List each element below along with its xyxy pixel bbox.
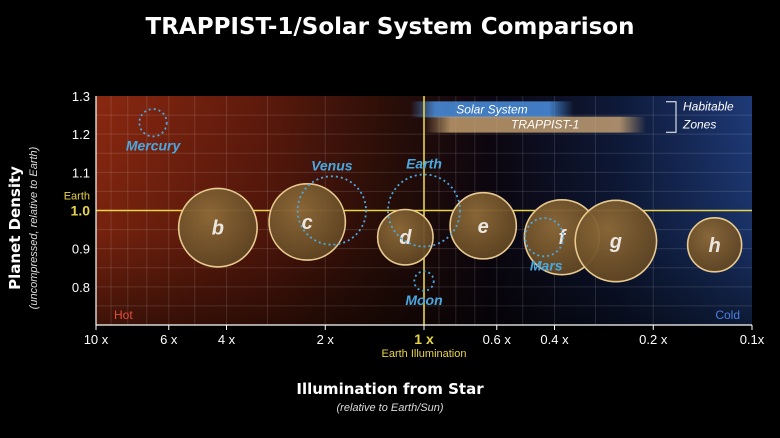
habitable-zone-label: TRAPPIST-1 (511, 118, 579, 132)
solar-body-venus (296, 175, 367, 246)
solar-body-mars (524, 217, 565, 258)
cold-label: Cold (715, 308, 740, 322)
habitable-zones: Solar System TRAPPIST-1 Habitable Zones (410, 100, 734, 133)
x-tick-label: 2 x (317, 332, 335, 347)
x-tick-label: 6 x (160, 332, 178, 347)
x-tick-label: 0.6 x (483, 332, 512, 347)
trappist-planet-label: g (609, 231, 622, 253)
x-tick-label: 0.2 x (639, 332, 668, 347)
trappist-planet-d (376, 208, 434, 266)
trappist-planet-label: c (302, 212, 313, 234)
x-axis-sublabel: (relative to Earth/Sun) (336, 402, 444, 414)
x-tick-label: 4 x (218, 332, 236, 347)
trappist-planet-label: b (212, 218, 224, 240)
trappist-planet-g (574, 199, 658, 283)
y-tick-label: 1.0 (71, 203, 91, 219)
y-tick-label: 1.3 (72, 89, 90, 104)
x-tick-label: 0.4 x (540, 332, 569, 347)
x-tick-label: 10 x (84, 332, 109, 347)
x-tick-label: 1 x (414, 331, 434, 347)
y-tick-label: 1.2 (72, 127, 90, 142)
habitable-zone-bracket (666, 101, 677, 133)
habitable-zones-label-1: Habitable (683, 100, 734, 114)
solar-body-moon (413, 270, 435, 292)
solar-body-mercury (138, 108, 168, 138)
x-tick-label: 0.1x (740, 332, 765, 347)
trappist-planet-b (177, 187, 258, 268)
axes: 0.8 0.9 1.0 1.1 1.2 1.3 Earth 10 x 6 x 4 x 2 x 1 x 0… (64, 89, 765, 360)
habitable-zone-band (410, 101, 574, 118)
trappist-planet-h (686, 217, 743, 273)
trappist-planet-label: h (709, 235, 721, 257)
earth-x-label: Earth Illumination (382, 348, 467, 360)
trappist-planet-label: e (478, 216, 489, 238)
trappist-planet-e (449, 191, 518, 260)
solar-body-label: Moon (405, 292, 442, 308)
habitable-zone-band (424, 116, 647, 133)
chart-title: TRAPPIST-1/Solar System Comparison (145, 14, 635, 40)
y-tick-label: 0.8 (72, 280, 90, 295)
y-tick-label: 1.1 (72, 165, 90, 180)
hot-label: Hot (114, 308, 133, 322)
solar-body-label: Mars (530, 257, 563, 273)
habitable-zones-label-2: Zones (682, 118, 716, 132)
solar-body-label: Venus (311, 157, 353, 173)
habitable-zone-label: Solar System (456, 102, 527, 116)
solar-body-label: Earth (406, 156, 442, 172)
y-tick-label: 0.9 (72, 242, 90, 257)
x-axis-label: Illumination from Star (296, 380, 484, 398)
solar-body-label: Mercury (126, 137, 182, 153)
trappist-planet-c (268, 182, 347, 261)
earth-y-label: Earth (64, 191, 90, 203)
solar-body-earth (387, 173, 461, 248)
